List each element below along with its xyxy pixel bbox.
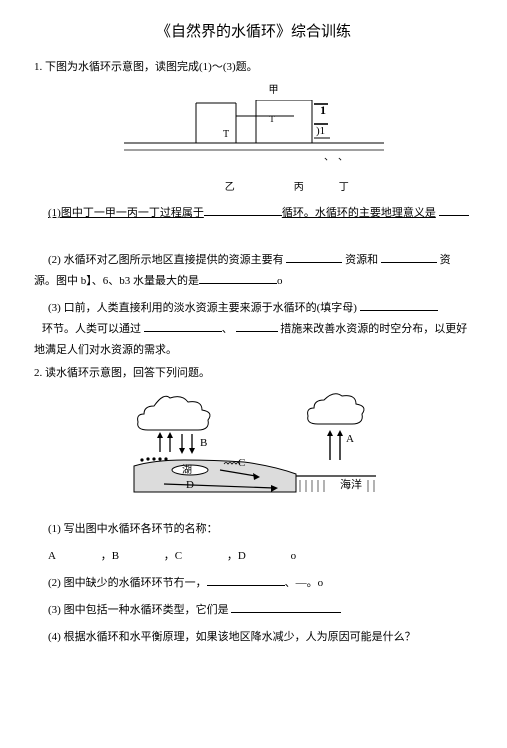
svg-text:海洋: 海洋 (340, 477, 362, 491)
q2-part4: (4) 根据水循环和水平衡原理，如果该地区降水减少，人为原因可能是什么？ (34, 627, 473, 648)
q1-p2-b: 资源和 (342, 254, 381, 266)
q2-p3-a: (3) 图中包括一种水循环类型，它们是 (48, 604, 231, 616)
label-yi: 乙 (225, 182, 235, 193)
q1-part2-l2: 源。图中 b】、6、b3 水量最大的是o (34, 271, 473, 292)
q2-part2: (2) 图中缺少的水循环环节冇一， 、—。o (34, 573, 473, 594)
q1-stem: 1. 下图为水循环示意图，读图完成(1)～(3)题。 (34, 57, 473, 78)
q2-diagram: A B 湖 C D 海洋 (34, 388, 473, 514)
q1-top-label: 甲 (74, 81, 473, 100)
q1-p2-l2-a: 源。图中 b (34, 275, 86, 287)
blank[interactable] (381, 252, 437, 263)
q1-p3-l2-b: 、 (222, 323, 233, 335)
blank[interactable] (204, 205, 282, 216)
blank[interactable] (236, 321, 278, 332)
q2-part3: (3) 图中包括一种水循环类型，它们是 (34, 600, 473, 621)
svg-text:湖: 湖 (182, 464, 192, 476)
q1-part1: (1)图中丁一甲一丙一丁过程属于 循环。水循环的主要地理意义是 (34, 203, 473, 224)
q2-p2-b: 、— (285, 577, 307, 589)
svg-text:、: 、 (324, 152, 334, 163)
q1-p2-c: 资 (437, 254, 451, 266)
opt-c: ，C (164, 546, 182, 567)
blank[interactable] (231, 602, 341, 613)
label-ding: 丁 (339, 182, 349, 193)
q1-o: o (277, 275, 283, 287)
q1-bottom-labels: 乙 丙 丁 (34, 178, 473, 197)
q1-p3-l2-c: 措施来改善水资源的时空分布，以更好 (278, 323, 468, 335)
svg-text:T: T (269, 114, 275, 124)
q2-p2-o: o (318, 577, 324, 589)
svg-text:)1: )1 (316, 125, 325, 137)
q2-p2-a: (2) 图中缺少的水循环环节冇一， (48, 577, 207, 589)
q1-p3-l2-a: 环节。人类可以通过 (42, 323, 144, 335)
blank[interactable] (439, 205, 469, 216)
svg-text:B: B (200, 437, 207, 449)
svg-text:A: A (346, 433, 354, 445)
q1-p1-text-a: (1)图中丁一甲一丙一丁过程属于 (48, 207, 204, 219)
q1-diagram: 甲 T T 1 )1 、 、 乙 丙 丁 (34, 81, 473, 197)
svg-text:、: 、 (338, 152, 348, 163)
q1-p2-l2-b: 、6、b3 水量最大的是 (92, 275, 199, 287)
q2-part1: (1) 写出图中水循环各环节的名称： (34, 519, 473, 540)
page-title: 《自然界的水循环》综合训练 (34, 18, 473, 47)
q2-p2-c: 。 (307, 577, 318, 589)
q1-p1-text-b: 循环。水循环的主要地理意义是 (282, 207, 436, 219)
blank[interactable] (360, 300, 438, 311)
q1-part2-l1: (2) 水循环对乙图所示地区直接提供的资源主要有 资源和 资 (34, 250, 473, 271)
label-bing: 丙 (294, 182, 304, 193)
blank[interactable] (144, 321, 222, 332)
opt-b: ，B (101, 546, 119, 567)
blank[interactable] (286, 252, 342, 263)
svg-text:1: 1 (320, 103, 326, 117)
q1-part3-l1: (3) 口前，人类直接利用的淡水资源主要来源于水循环的(填字母) (34, 298, 473, 319)
blank[interactable] (199, 273, 277, 284)
blank[interactable] (207, 575, 285, 586)
q2-options: A ，B ，C ，D o (34, 546, 473, 567)
q1-p2-a: (2) 水循环对乙图所示地区直接提供的资源主要有 (48, 254, 286, 266)
q1-part3-l2: 环节。人类可以通过 、 措施来改善水资源的时空分布，以更好 (34, 319, 473, 340)
q1-p3-a: (3) 口前，人类直接利用的淡水资源主要来源于水循环的(填字母) (48, 302, 360, 314)
opt-o: o (291, 546, 297, 567)
q2-stem: 2. 读水循环示意图，回答下列问题。 (34, 363, 473, 384)
opt-a: A (48, 546, 56, 567)
opt-d: ，D (227, 546, 246, 567)
q1-part3-l3: 地满足人们对水资源的需求。 (34, 340, 473, 361)
svg-text:T: T (222, 129, 228, 140)
